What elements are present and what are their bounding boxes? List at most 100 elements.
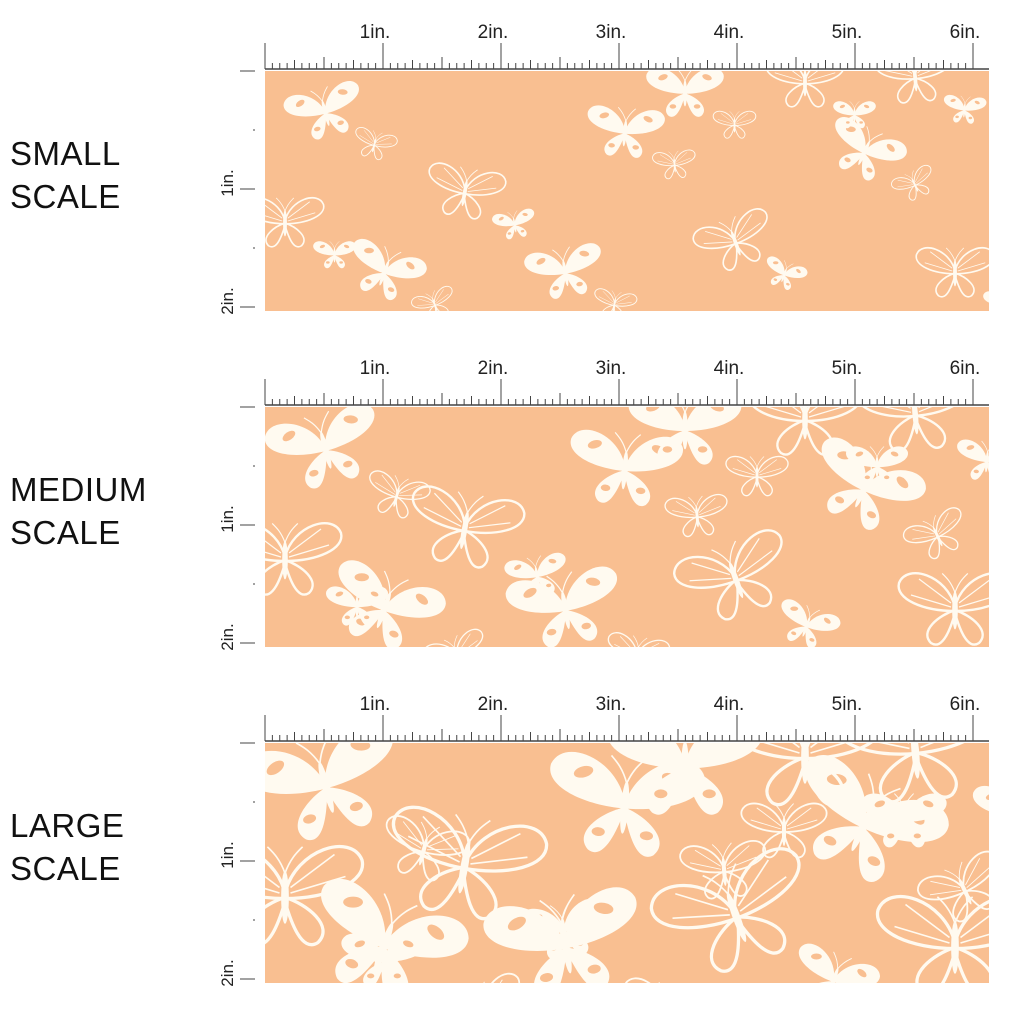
ruler-label: 3in.	[596, 694, 627, 715]
butterfly-motif	[492, 208, 535, 240]
ruler-left: 1in. 2in.	[218, 406, 255, 651]
butterfly-motif	[915, 246, 989, 298]
butterfly-motif	[411, 285, 453, 311]
butterfly-motif	[672, 529, 783, 621]
ruler-top: 1in. 2in. 3in. 4in. 5in. 6in.	[264, 694, 989, 742]
butterfly-motif	[652, 149, 696, 180]
butterfly-motif	[649, 847, 801, 973]
butterfly-motif	[265, 196, 325, 248]
butterfly-motif	[422, 628, 484, 647]
butterfly-motif	[265, 743, 393, 841]
ruler-label: 2in.	[218, 959, 237, 986]
ruler-label: 6in.	[950, 22, 981, 43]
butterfly-motif	[798, 943, 881, 983]
ruler-left: 1in. 2in.	[218, 742, 255, 987]
butterfly-motif	[833, 743, 989, 804]
butterfly-motif	[265, 407, 375, 489]
butterfly-motif	[594, 288, 638, 311]
butterfly-motif	[766, 71, 844, 108]
butterfly-pattern	[265, 407, 989, 647]
butterfly-motif	[391, 805, 549, 921]
butterfly-pattern	[265, 743, 989, 983]
ruler-label: 1in.	[360, 358, 391, 379]
butterfly-motif	[505, 566, 618, 647]
butterfly-motif	[325, 586, 389, 626]
butterfly-motif	[740, 802, 828, 859]
scale-label-line1: LARGE	[10, 807, 125, 844]
butterfly-motif	[628, 407, 742, 465]
scale-label-line2: SCALE	[10, 514, 121, 551]
butterfly-motif	[483, 887, 637, 983]
butterfly-motif	[524, 243, 601, 299]
ruler-label: 2in.	[478, 358, 509, 379]
ruler-label: 1in.	[218, 169, 237, 196]
ruler-label: 1in.	[218, 841, 237, 868]
butterfly-motif	[369, 470, 431, 519]
butterfly-motif	[874, 71, 954, 104]
butterfly-pattern	[265, 71, 989, 311]
butterfly-motif	[781, 599, 841, 647]
scale-label-line2: SCALE	[10, 178, 121, 215]
butterfly-motif	[679, 840, 766, 900]
butterfly-motif	[610, 743, 760, 815]
butterfly-motif	[897, 572, 989, 646]
ruler-label: 1in.	[218, 505, 237, 532]
butterfly-motif	[917, 850, 989, 923]
butterfly-motif	[411, 485, 526, 569]
ruler-label: 2in.	[218, 287, 237, 314]
butterfly-motif	[607, 632, 671, 647]
ruler-left: 1in. 2in.	[218, 70, 255, 315]
ruler-top: 1in. 2in. 3in. 4in. 5in. 6in.	[264, 22, 989, 70]
butterfly-motif	[943, 95, 987, 124]
butterfly-motif	[983, 291, 989, 303]
scale-label-medium: MEDIUM SCALE	[10, 468, 147, 554]
butterfly-motif	[664, 493, 728, 538]
ruler-label: 5in.	[832, 358, 863, 379]
butterfly-motif	[861, 793, 947, 848]
ruler-label: 6in.	[950, 358, 981, 379]
butterfly-motif	[353, 238, 427, 300]
butterfly-motif	[766, 256, 808, 290]
fabric-swatch-large	[265, 743, 989, 983]
butterfly-motif	[646, 71, 724, 117]
ruler-label: 4in.	[714, 22, 745, 43]
butterfly-motif	[428, 162, 507, 220]
ruler-label: 2in.	[218, 623, 237, 650]
scale-label-small: SMALL SCALE	[10, 132, 121, 218]
butterfly-motif	[712, 110, 757, 139]
ruler-label: 2in.	[478, 22, 509, 43]
ruler-label: 2in.	[478, 694, 509, 715]
panel-small: SMALL SCALE 1in. 2in. 3in. 4in. 5in. 6in. 1in…	[0, 0, 1024, 340]
butterfly-motif	[313, 241, 356, 269]
ruler-label: 1in.	[360, 22, 391, 43]
ruler-label: 5in.	[832, 22, 863, 43]
butterfly-motif	[957, 439, 989, 482]
butterfly-motif	[737, 743, 873, 807]
butterfly-motif	[283, 80, 359, 140]
butterfly-motif	[855, 407, 971, 453]
butterfly-motif	[833, 101, 876, 129]
scale-label-line1: SMALL	[10, 135, 121, 172]
butterfly-motif	[623, 977, 679, 983]
panel-large: LARGE SCALE 1in. 2in. 3in. 4in. 5in. 6in. 1in…	[0, 672, 1024, 1012]
ruler-top: 1in. 2in. 3in. 4in. 5in. 6in.	[264, 358, 989, 406]
butterfly-motif	[752, 407, 858, 456]
ruler-label: 3in.	[596, 358, 627, 379]
butterfly-motif	[385, 815, 471, 882]
butterfly-motif	[355, 127, 398, 161]
ruler-label: 3in.	[596, 22, 627, 43]
butterfly-motif	[341, 933, 427, 983]
butterfly-motif	[845, 446, 909, 486]
butterfly-motif	[725, 455, 789, 497]
ruler-label: 5in.	[832, 694, 863, 715]
butterfly-motif	[265, 844, 365, 947]
butterfly-motif	[587, 105, 665, 158]
fabric-swatch-small	[265, 71, 989, 311]
scale-label-large: LARGE SCALE	[10, 804, 124, 890]
butterfly-motif	[692, 208, 768, 271]
butterfly-motif	[875, 894, 989, 983]
scale-label-line1: MEDIUM	[10, 471, 147, 508]
butterfly-motif	[891, 164, 932, 201]
ruler-label: 6in.	[950, 694, 981, 715]
fabric-swatch-medium	[265, 407, 989, 647]
